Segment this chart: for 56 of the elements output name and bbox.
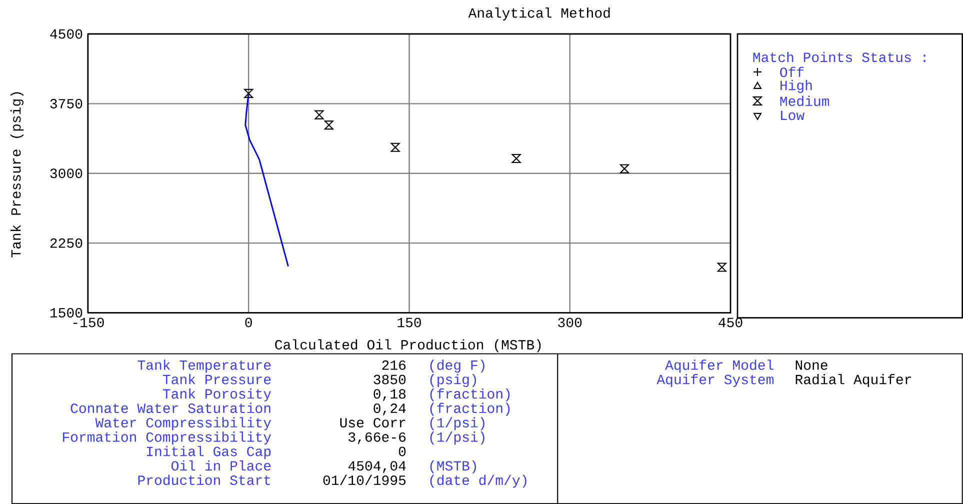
text: Use Corr [340,418,406,428]
text: 01/10/1995 [323,474,406,485]
y-axis-title: Tank Pressure (psig) [10,92,24,258]
y-tick-label: 3750 [50,98,82,108]
legend-label: Low [781,110,804,120]
text: Tank Porosity [162,388,272,402]
text: Aquifer System [656,374,774,387]
text: 216 [382,360,406,370]
chart-title: Analytical Method [468,7,610,20]
text: None [796,360,828,370]
text: Tank Temperature [138,360,271,373]
text: 3,66e-6 [348,432,406,444]
text: (1/psi) [430,417,484,430]
text: (MSTB) [430,460,476,474]
x-tick-label: -150 [73,318,104,328]
x-tick-label: 0 [245,318,252,328]
text: 4504,04 [348,461,406,473]
text: Water Compressibility [95,417,272,430]
text: (fraction) [430,402,510,416]
text: Aquifer Model [665,360,774,373]
point [620,164,630,174]
point [512,154,521,163]
text: 0 [398,446,406,456]
point [324,120,334,130]
text: (1/psi) [430,431,484,445]
text: (deg F) [430,360,484,373]
x-tick-label: 450 [718,318,742,328]
text: Initial Gas Cap [146,446,271,459]
y-tick-label: 1500 [50,308,82,318]
legend-label: High [780,80,812,93]
text: Formation Compressibility [62,431,272,445]
x-tick-label: 300 [558,318,582,328]
point [390,142,400,152]
y-tick-label: 4500 [50,29,82,39]
text: (psig) [430,374,476,387]
legend-label: Off [780,66,804,78]
line-series [244,92,289,267]
text: (fraction) [430,388,510,402]
text: 3850 [374,374,406,384]
text: Oil in Place [171,460,271,471]
text: Connate Water Saturation [70,402,270,413]
legend-label: Medium [780,96,830,106]
x-axis-title: Calculated Oil Production (MSTB) [275,339,541,352]
text: 0,18 [374,389,406,401]
point [244,88,254,98]
legend-title: Match Points Status : [753,52,926,62]
y-tick-label: 3000 [50,168,82,178]
x-tick-label: 150 [398,318,421,328]
point [717,262,726,272]
point [314,110,324,120]
text: Production Start [138,474,270,485]
text: 0,24 [374,403,406,416]
text: Tank Pressure [162,374,271,384]
text: (date d/m/y) [430,474,526,488]
text: Radial Aquifer [796,374,911,387]
y-tick-label: 2250 [50,238,82,248]
